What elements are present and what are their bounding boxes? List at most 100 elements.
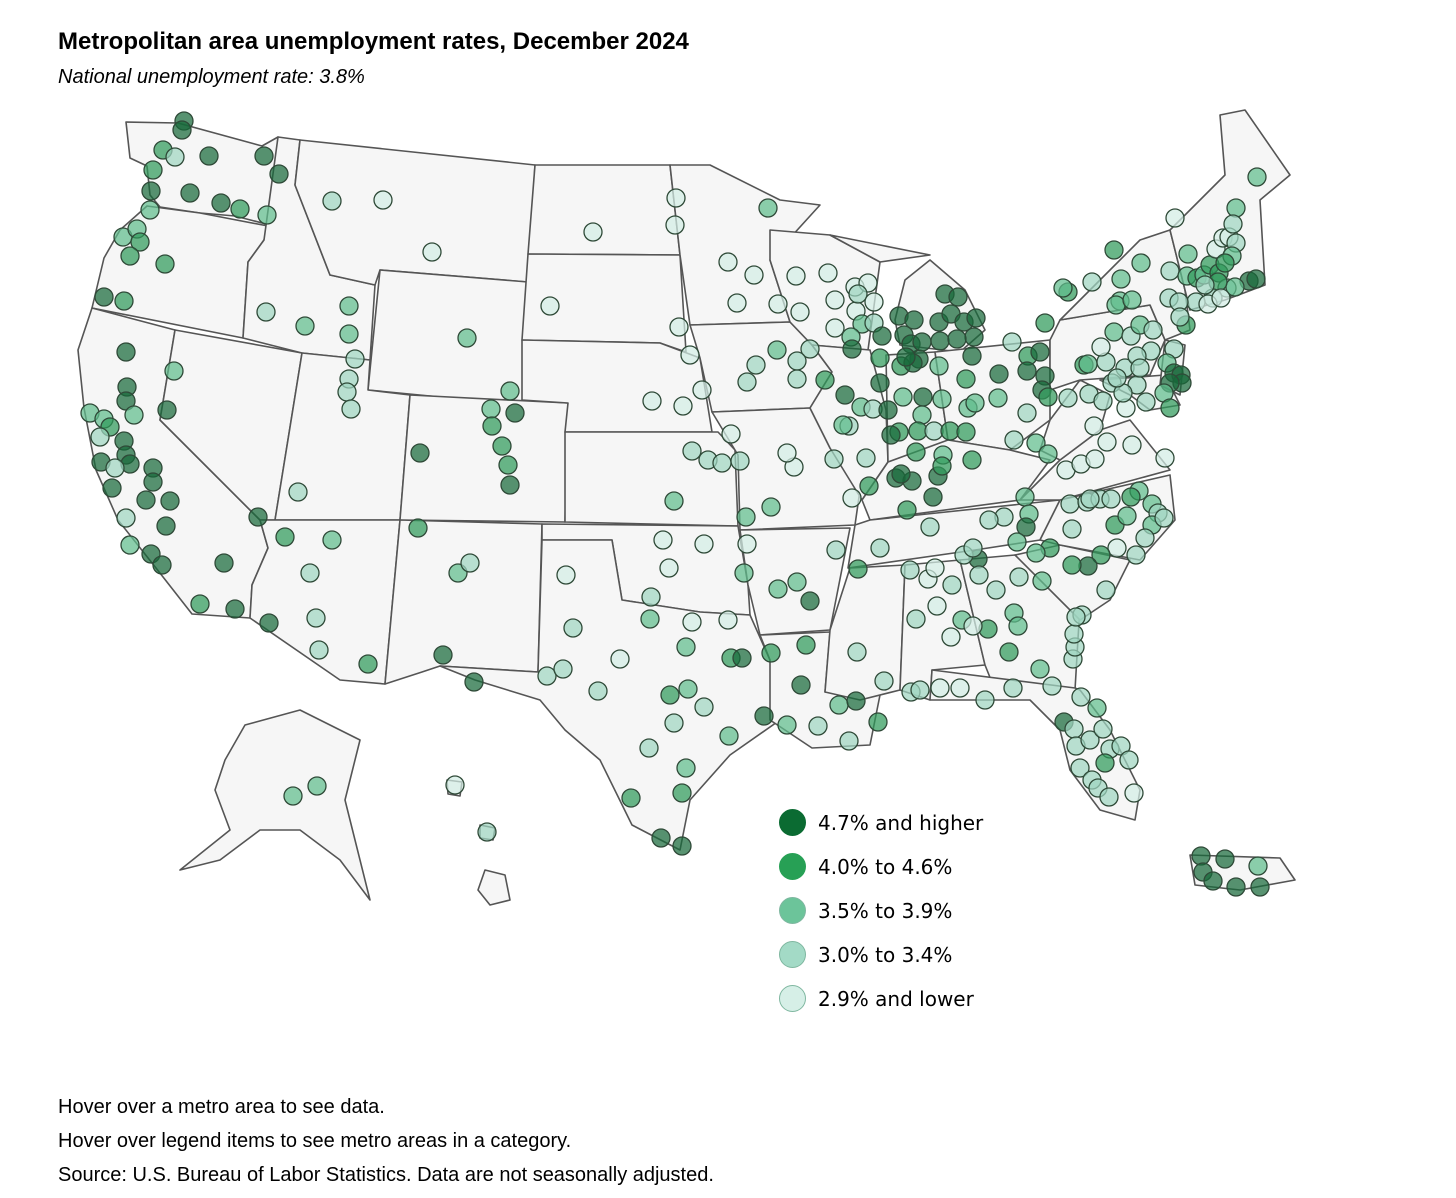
metro-area-marker[interactable] [768, 294, 788, 314]
metro-area-marker[interactable] [893, 387, 913, 407]
metro-area-marker[interactable] [999, 642, 1019, 662]
metro-area-marker[interactable] [721, 424, 741, 444]
metro-area-marker[interactable] [979, 510, 999, 530]
metro-area-marker[interactable] [1119, 750, 1139, 770]
metro-area-marker[interactable] [102, 478, 122, 498]
metro-area-marker[interactable] [225, 599, 245, 619]
metro-area-marker[interactable] [1143, 320, 1163, 340]
metro-area-marker[interactable] [199, 146, 219, 166]
metro-area-marker[interactable] [927, 596, 947, 616]
metro-area-marker[interactable] [1064, 624, 1084, 644]
metro-area-marker[interactable] [1250, 877, 1270, 897]
metro-area-marker[interactable] [923, 487, 943, 507]
metro-area-marker[interactable] [1099, 787, 1119, 807]
metro-area-marker[interactable] [1122, 290, 1142, 310]
metro-area-marker[interactable] [962, 346, 982, 366]
metro-area-marker[interactable] [847, 642, 867, 662]
metro-area-marker[interactable] [373, 190, 393, 210]
metro-area-marker[interactable] [1071, 687, 1091, 707]
metro-area-marker[interactable] [1223, 214, 1243, 234]
metro-area-marker[interactable] [1135, 528, 1155, 548]
metro-area-marker[interactable] [800, 591, 820, 611]
metro-area-marker[interactable] [1062, 519, 1082, 539]
metro-area-marker[interactable] [1015, 487, 1035, 507]
metro-area-marker[interactable] [339, 296, 359, 316]
metro-area-marker[interactable] [856, 448, 876, 468]
metro-area-marker[interactable] [718, 610, 738, 630]
metro-area-marker[interactable] [1203, 871, 1223, 891]
metro-area-marker[interactable] [712, 453, 732, 473]
metro-area-marker[interactable] [910, 680, 930, 700]
metro-area-marker[interactable] [963, 616, 983, 636]
metro-area-marker[interactable] [588, 681, 608, 701]
metro-area-marker[interactable] [872, 326, 892, 346]
metro-area-marker[interactable] [835, 385, 855, 405]
metro-area-marker[interactable] [540, 296, 560, 316]
metro-area-marker[interactable] [422, 242, 442, 262]
metro-area-marker[interactable] [157, 400, 177, 420]
metro-area-marker[interactable] [155, 254, 175, 274]
metro-area-marker[interactable] [787, 351, 807, 371]
metro-area-marker[interactable] [1160, 261, 1180, 281]
metro-area-marker[interactable] [808, 716, 828, 736]
metro-area-marker[interactable] [718, 252, 738, 272]
metro-area-marker[interactable] [868, 712, 888, 732]
metro-area-marker[interactable] [734, 563, 754, 583]
metro-area-marker[interactable] [664, 713, 684, 733]
metro-area-marker[interactable] [694, 534, 714, 554]
metro-area-marker[interactable] [676, 637, 696, 657]
metro-area-marker[interactable] [94, 287, 114, 307]
metro-area-marker[interactable] [839, 731, 859, 751]
metro-area-marker[interactable] [259, 613, 279, 633]
metro-area-marker[interactable] [269, 164, 289, 184]
metro-area-marker[interactable] [1121, 487, 1141, 507]
metro-area-marker[interactable] [864, 292, 884, 312]
metro-area-marker[interactable] [339, 324, 359, 344]
metro-area-marker[interactable] [930, 678, 950, 698]
metro-area-marker[interactable] [664, 491, 684, 511]
metro-area-marker[interactable] [653, 530, 673, 550]
metro-area-marker[interactable] [1096, 580, 1116, 600]
metro-area-marker[interactable] [248, 507, 268, 527]
metro-area-marker[interactable] [105, 458, 125, 478]
metro-area-marker[interactable] [1101, 489, 1121, 509]
metro-area-marker[interactable] [156, 516, 176, 536]
metro-area-marker[interactable] [956, 422, 976, 442]
metro-area-marker[interactable] [124, 405, 144, 425]
metro-area-marker[interactable] [211, 193, 231, 213]
metro-area-marker[interactable] [924, 421, 944, 441]
metro-area-marker[interactable] [790, 302, 810, 322]
metro-area-marker[interactable] [678, 679, 698, 699]
metro-area-marker[interactable] [300, 563, 320, 583]
metro-area-marker[interactable] [908, 421, 928, 441]
metro-area-marker[interactable] [900, 560, 920, 580]
metro-area-marker[interactable] [878, 400, 898, 420]
metro-area-marker[interactable] [826, 540, 846, 560]
metro-area-marker[interactable] [190, 594, 210, 614]
metro-area-marker[interactable] [464, 672, 484, 692]
metro-area-marker[interactable] [746, 355, 766, 375]
metro-area-marker[interactable] [482, 416, 502, 436]
metro-area-marker[interactable] [498, 455, 518, 475]
metro-area-marker[interactable] [1008, 616, 1028, 636]
metro-area-marker[interactable] [1070, 758, 1090, 778]
metro-area-marker[interactable] [1107, 368, 1127, 388]
metro-area-marker[interactable] [672, 836, 692, 856]
metro-area-marker[interactable] [1154, 508, 1174, 528]
metro-area-marker[interactable] [904, 310, 924, 330]
metro-area-marker[interactable] [692, 380, 712, 400]
metro-area-marker[interactable] [621, 788, 641, 808]
metro-area-marker[interactable] [1078, 354, 1098, 374]
metro-area-marker[interactable] [141, 181, 161, 201]
metro-area-marker[interactable] [1122, 435, 1142, 455]
metro-area-marker[interactable] [1080, 730, 1100, 750]
metro-area-marker[interactable] [345, 349, 365, 369]
metro-area-marker[interactable] [941, 627, 961, 647]
metro-area-marker[interactable] [1136, 392, 1156, 412]
metro-area-marker[interactable] [481, 399, 501, 419]
metro-area-marker[interactable] [842, 488, 862, 508]
metro-area-marker[interactable] [906, 609, 926, 629]
metro-area-marker[interactable] [500, 475, 520, 495]
metro-area-marker[interactable] [930, 331, 950, 351]
metro-area-marker[interactable] [1016, 517, 1036, 537]
